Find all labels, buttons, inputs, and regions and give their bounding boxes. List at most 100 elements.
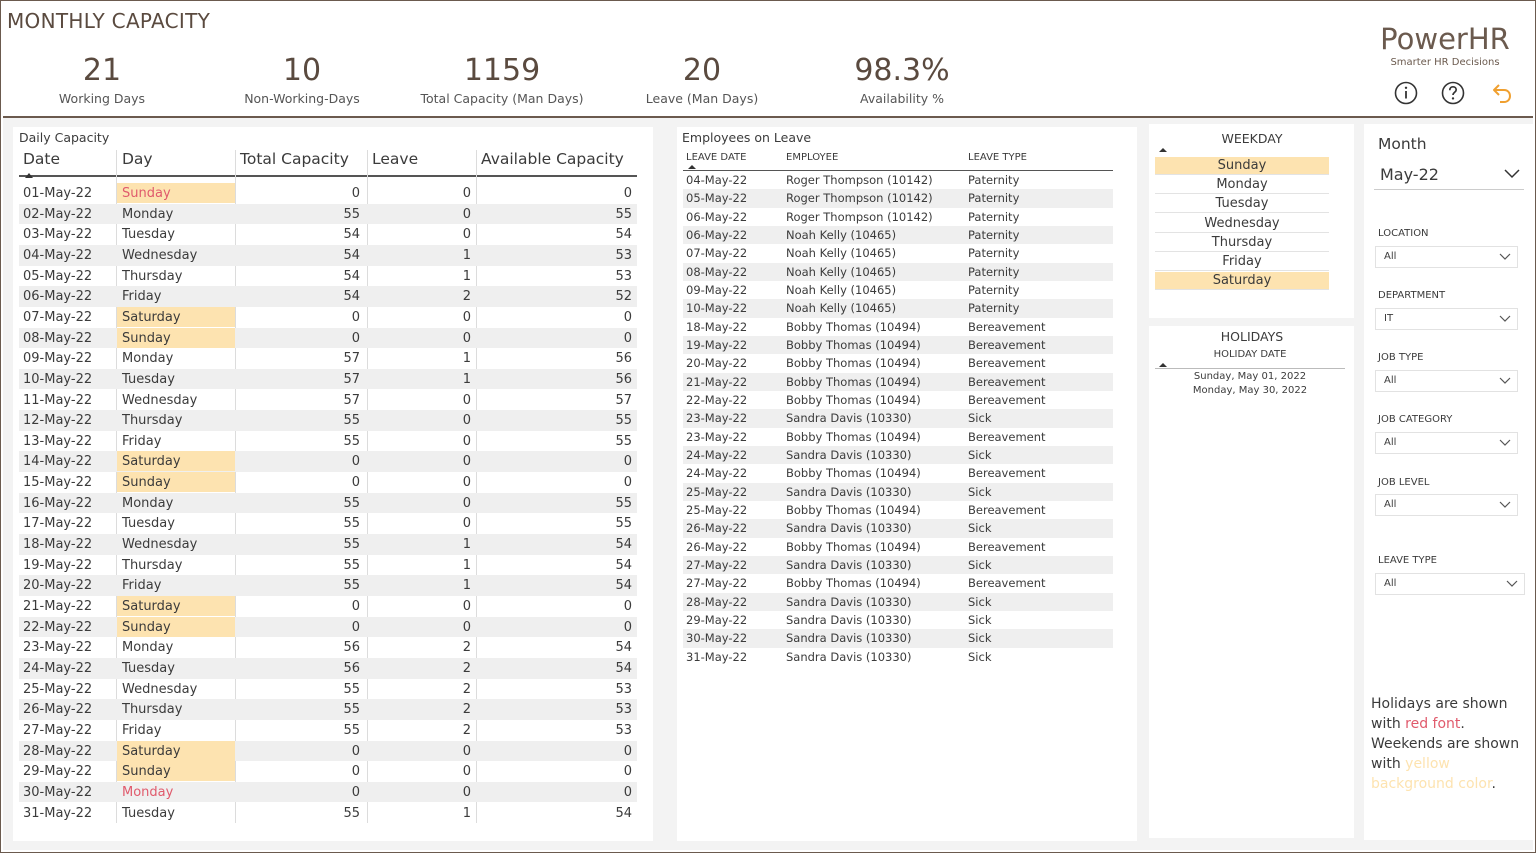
leave-type-cell: Bereavement xyxy=(968,466,1046,481)
table-row[interactable]: 09-May-22 Monday 57 1 56 xyxy=(19,348,637,369)
table-row[interactable]: 22-May-22 Sunday 0 0 0 xyxy=(19,616,637,638)
leave-type-dropdown[interactable]: All xyxy=(1375,573,1525,595)
weekday-item-saturday[interactable]: Saturday xyxy=(1155,272,1329,291)
col-header-leave-date[interactable]: LEAVE DATE xyxy=(686,152,747,163)
weekday-item-monday[interactable]: Monday xyxy=(1155,176,1329,195)
sort-asc-icon[interactable] xyxy=(1159,148,1167,152)
table-row[interactable]: 25-May-22 Bobby Thomas (10494) Bereavement xyxy=(683,501,1113,519)
job-category-dropdown[interactable]: All xyxy=(1375,432,1518,454)
available-capacity-cell: 0 xyxy=(623,743,632,759)
info-icon[interactable] xyxy=(1394,81,1418,105)
table-row[interactable]: 06-May-22 Noah Kelly (10465) Paternity xyxy=(683,225,1113,245)
table-row[interactable]: 21-May-22 Bobby Thomas (10494) Bereavement xyxy=(683,372,1113,391)
table-row[interactable]: 13-May-22 Friday 55 0 55 xyxy=(19,431,637,452)
table-row[interactable]: 25-May-22 Wednesday 55 2 53 xyxy=(19,679,637,700)
table-row[interactable]: 07-May-22 Saturday 0 0 0 xyxy=(19,306,637,328)
table-row[interactable]: 20-May-22 Friday 55 1 54 xyxy=(19,575,637,596)
sort-asc-icon[interactable] xyxy=(25,173,33,178)
table-row[interactable]: 19-May-22 Bobby Thomas (10494) Bereavement xyxy=(683,335,1113,355)
table-row[interactable]: 28-May-22 Sandra Davis (10330) Sick xyxy=(683,592,1113,611)
table-row[interactable]: 09-May-22 Noah Kelly (10465) Paternity xyxy=(683,281,1113,299)
table-row[interactable]: 31-May-22 Tuesday 55 1 54 xyxy=(19,803,637,824)
location-dropdown[interactable]: All xyxy=(1375,246,1518,268)
day-cell: Thursday xyxy=(122,268,183,284)
table-row[interactable]: 10-May-22 Noah Kelly (10465) Paternity xyxy=(683,299,1113,318)
sort-asc-icon[interactable] xyxy=(1159,363,1167,367)
table-row[interactable]: 02-May-22 Monday 55 0 55 xyxy=(19,203,637,225)
table-row[interactable]: 24-May-22 Tuesday 56 2 54 xyxy=(19,657,637,679)
table-row[interactable]: 26-May-22 Thursday 55 2 53 xyxy=(19,699,637,720)
table-row[interactable]: 30-May-22 Monday 0 0 0 xyxy=(19,781,637,803)
table-row[interactable]: 04-May-22 Roger Thompson (10142) Paternity xyxy=(683,171,1113,189)
table-row[interactable]: 24-May-22 Sandra Davis (10330) Sick xyxy=(683,445,1113,465)
col-header-leave[interactable]: Leave xyxy=(372,150,419,168)
col-header-holiday-date[interactable]: HOLIDAY DATE xyxy=(1213,349,1287,360)
table-row[interactable]: 27-May-22 Bobby Thomas (10494) Bereavement xyxy=(683,574,1113,592)
month-dropdown[interactable]: May-22 xyxy=(1374,158,1524,190)
table-row[interactable]: 29-May-22 Sunday 0 0 0 xyxy=(19,761,637,782)
table-row[interactable]: 25-May-22 Sandra Davis (10330) Sick xyxy=(683,482,1113,501)
table-row[interactable]: 28-May-22 Saturday 0 0 0 xyxy=(19,740,637,762)
weekday-item-wednesday[interactable]: Wednesday xyxy=(1155,215,1329,233)
table-row[interactable]: 27-May-22 Friday 55 2 53 xyxy=(19,720,637,741)
job-level-dropdown[interactable]: All xyxy=(1375,494,1518,516)
col-header-day[interactable]: Day xyxy=(122,150,153,168)
table-row[interactable]: 04-May-22 Wednesday 54 1 53 xyxy=(19,244,637,266)
table-row[interactable]: 05-May-22 Roger Thompson (10142) Paternity xyxy=(683,189,1113,208)
table-row[interactable]: 26-May-22 Bobby Thomas (10494) Bereavement xyxy=(683,538,1113,556)
table-row[interactable]: 01-May-22 Sunday 0 0 0 xyxy=(19,183,637,204)
table-row[interactable]: 12-May-22 Thursday 55 0 55 xyxy=(19,410,637,431)
col-header-date[interactable]: Date xyxy=(23,150,61,168)
table-row[interactable]: 24-May-22 Bobby Thomas (10494) Bereavement xyxy=(683,464,1113,482)
table-row[interactable]: 23-May-22 Bobby Thomas (10494) Bereavement xyxy=(683,428,1113,446)
leave-date-cell: 24-May-22 xyxy=(686,466,748,481)
weekday-item-friday[interactable]: Friday xyxy=(1155,253,1329,271)
table-row[interactable]: 21-May-22 Saturday 0 0 0 xyxy=(19,596,637,617)
table-row[interactable]: 26-May-22 Sandra Davis (10330) Sick xyxy=(683,519,1113,538)
date-cell: 01-May-22 xyxy=(23,186,93,201)
col-header-employee[interactable]: EMPLOYEE xyxy=(786,152,839,163)
weekday-item-thursday[interactable]: Thursday xyxy=(1155,234,1329,252)
day-cell: Saturday xyxy=(117,306,235,327)
table-row[interactable]: 10-May-22 Tuesday 57 1 56 xyxy=(19,368,637,390)
job-type-dropdown[interactable]: All xyxy=(1375,370,1518,392)
table-row[interactable]: 14-May-22 Saturday 0 0 0 xyxy=(19,451,637,473)
table-row[interactable]: 23-May-22 Sandra Davis (10330) Sick xyxy=(683,409,1113,428)
table-row[interactable]: 08-May-22 Sunday 0 0 0 xyxy=(19,327,637,349)
col-header-total-capacity[interactable]: Total Capacity xyxy=(240,150,349,168)
table-row[interactable]: 23-May-22 Monday 56 2 54 xyxy=(19,637,637,658)
sort-asc-icon[interactable] xyxy=(688,165,696,169)
table-row[interactable]: 05-May-22 Thursday 54 1 53 xyxy=(19,266,637,287)
available-capacity-cell: 54 xyxy=(615,537,632,553)
table-row[interactable]: 03-May-22 Tuesday 54 0 54 xyxy=(19,224,637,245)
table-row[interactable]: 16-May-22 Monday 55 0 55 xyxy=(19,492,637,514)
table-row[interactable]: 07-May-22 Noah Kelly (10465) Paternity xyxy=(683,244,1113,262)
holidays-title: HOLIDAYS xyxy=(1220,329,1284,344)
col-header-leave-type[interactable]: LEAVE TYPE xyxy=(968,152,1027,163)
table-row[interactable]: 27-May-22 Sandra Davis (10330) Sick xyxy=(683,555,1113,575)
table-row[interactable]: 15-May-22 Sunday 0 0 0 xyxy=(19,472,637,493)
brand-name: PowerHR xyxy=(1380,22,1510,56)
table-row[interactable]: 18-May-22 Wednesday 55 1 54 xyxy=(19,534,637,555)
month-filter-label: Month xyxy=(1378,135,1427,153)
table-row[interactable]: 19-May-22 Thursday 55 1 54 xyxy=(19,555,637,576)
table-row[interactable]: 22-May-22 Bobby Thomas (10494) Bereavement xyxy=(683,391,1113,409)
table-row[interactable]: 30-May-22 Sandra Davis (10330) Sick xyxy=(683,629,1113,648)
table-row[interactable]: 18-May-22 Bobby Thomas (10494) Bereavement xyxy=(683,318,1113,336)
table-row[interactable]: 20-May-22 Bobby Thomas (10494) Bereavement xyxy=(683,354,1113,372)
department-dropdown[interactable]: IT xyxy=(1375,308,1518,330)
table-row[interactable]: 31-May-22 Sandra Davis (10330) Sick xyxy=(683,648,1113,666)
weekday-item-sunday[interactable]: Sunday xyxy=(1155,157,1329,175)
table-row[interactable]: 06-May-22 Roger Thompson (10142) Paternity xyxy=(683,208,1113,226)
table-row[interactable]: 08-May-22 Noah Kelly (10465) Paternity xyxy=(683,262,1113,281)
table-row[interactable]: 17-May-22 Tuesday 55 0 55 xyxy=(19,513,637,534)
help-icon[interactable] xyxy=(1441,81,1465,105)
col-header-available-capacity[interactable]: Available Capacity xyxy=(481,150,624,168)
table-row[interactable]: 29-May-22 Sandra Davis (10330) Sick xyxy=(683,611,1113,629)
table-row[interactable]: 06-May-22 Friday 54 2 52 xyxy=(19,286,637,307)
weekday-item-tuesday[interactable]: Tuesday xyxy=(1155,195,1329,214)
leave-cell: 0 xyxy=(462,764,471,780)
leave-cell: 1 xyxy=(462,557,471,573)
back-icon[interactable] xyxy=(1490,81,1514,105)
table-row[interactable]: 11-May-22 Wednesday 57 0 57 xyxy=(19,390,637,411)
